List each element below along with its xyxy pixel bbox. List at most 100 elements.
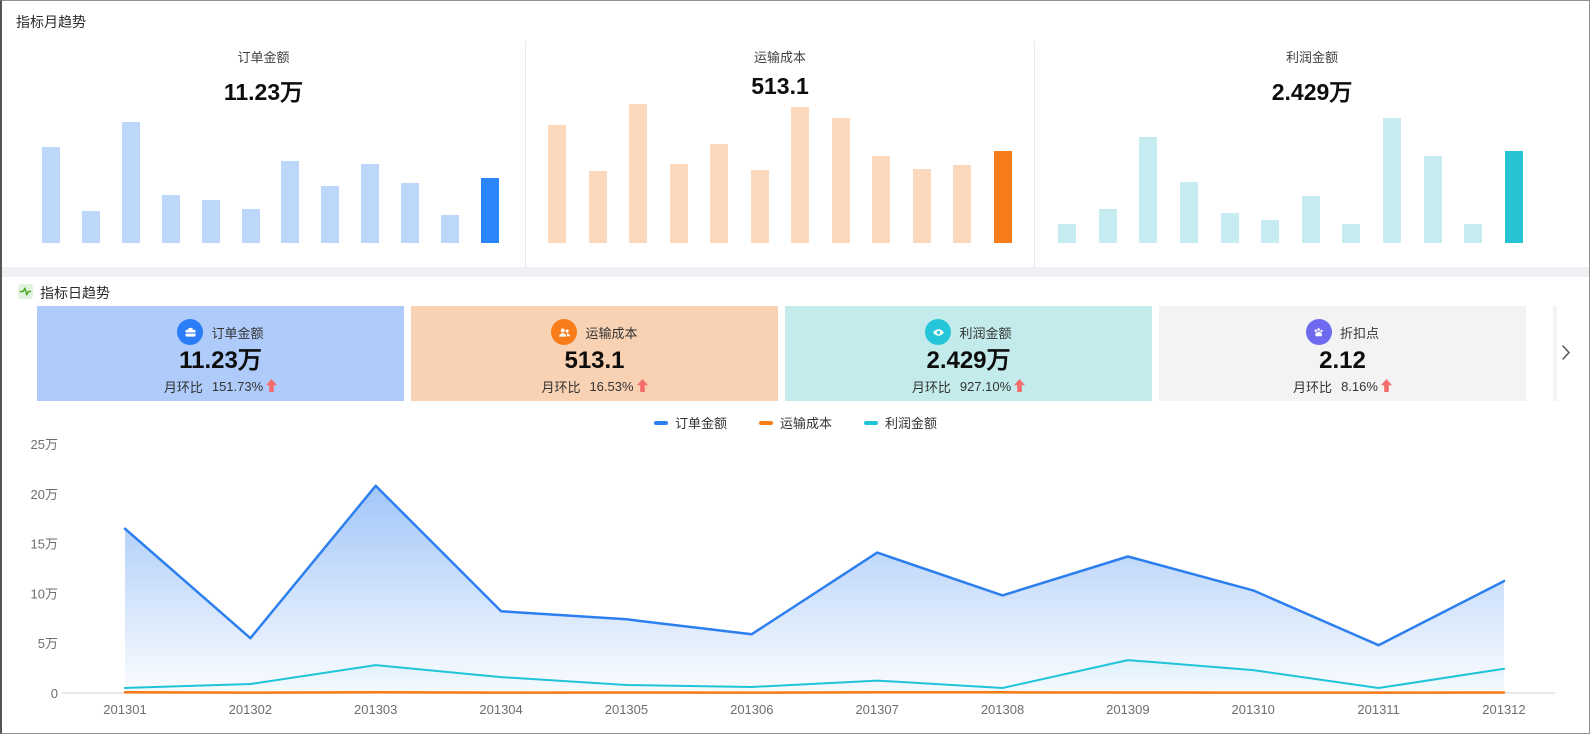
x-tick-label: 201308	[981, 702, 1024, 717]
x-tick-label: 201312	[1482, 702, 1525, 717]
paw-icon	[1305, 319, 1332, 345]
legend-label: 利润金额	[885, 416, 938, 431]
bar	[1342, 224, 1361, 243]
bar	[1098, 209, 1117, 243]
card-discount-point[interactable]: 折扣点 2.12 月环比 8.16%	[1159, 306, 1526, 401]
bar	[1220, 213, 1239, 243]
bar	[81, 211, 100, 243]
bar	[588, 171, 607, 243]
bar	[710, 144, 729, 243]
x-tick-label: 201302	[229, 702, 272, 717]
bar	[121, 122, 140, 243]
bar	[241, 209, 260, 243]
legend-marker	[864, 420, 878, 425]
wallet-icon	[177, 319, 204, 345]
mini-chart-title: 利润金额	[1285, 50, 1338, 65]
chart-legend: 订单金额 运输成本 利润金额	[2, 413, 1589, 432]
legend-marker	[653, 420, 668, 425]
bar	[1139, 137, 1158, 243]
card-mom-row: 月环比 927.10%	[785, 377, 1152, 396]
trend-up-arrow-icon	[1014, 378, 1026, 395]
monthly-bar-chart-order-amount	[42, 101, 499, 243]
bar	[993, 151, 1012, 243]
section-daily-title: 指标日趋势	[40, 285, 110, 301]
mini-chart-value: 513.1	[751, 73, 809, 99]
users-icon	[551, 319, 578, 345]
x-tick-label: 201310	[1232, 702, 1275, 717]
mini-chart-shipping-cost: 运输成本 513.1	[525, 41, 1034, 267]
mini-chart-title: 运输成本	[753, 50, 806, 65]
card-value: 2.429万	[926, 347, 1011, 374]
bar	[1423, 156, 1442, 243]
bar	[1058, 224, 1076, 243]
x-tick-label: 201304	[479, 702, 522, 717]
section-header-daily-trend: 指标日趋势	[18, 283, 110, 303]
card-label: 订单金额	[211, 325, 264, 341]
y-tick-label: 5万	[38, 636, 58, 651]
mom-value: 151.73%	[211, 379, 264, 394]
activity-icon	[18, 284, 33, 302]
y-tick-label: 10万	[31, 586, 58, 601]
x-tick-label: 201307	[855, 702, 898, 717]
bar	[441, 215, 460, 243]
x-tick-label: 201309	[1106, 702, 1149, 717]
legend-marker	[758, 420, 773, 425]
card-mom-row: 月环比 8.16%	[1159, 377, 1526, 396]
line-series-0	[123, 484, 1506, 647]
card-order-amount[interactable]: 订单金额 11.23万 月环比 151.73%	[37, 306, 404, 401]
mom-value: 927.10%	[959, 379, 1012, 394]
card-header: 运输成本	[411, 319, 778, 345]
y-tick-label: 20万	[31, 487, 58, 502]
legend-label: 订单金额	[674, 416, 727, 431]
card-shipping-cost[interactable]: 运输成本 513.1 月环比 16.53%	[411, 306, 778, 401]
trend-up-arrow-icon	[266, 378, 278, 395]
monthly-bar-chart-profit-amount	[1058, 101, 1523, 243]
mom-label: 月环比	[1293, 380, 1333, 395]
mom-label: 月环比	[541, 380, 581, 395]
card-mom-row: 月环比 16.53%	[411, 377, 778, 396]
mini-chart-profit-amount: 利润金额 2.429万	[1034, 41, 1589, 267]
bar	[361, 164, 380, 243]
bar	[872, 156, 891, 243]
trend-up-arrow-icon	[636, 378, 648, 395]
legend-item-profit-amount[interactable]: 利润金额	[864, 413, 937, 432]
card-label: 利润金额	[959, 325, 1012, 341]
bar	[1301, 196, 1320, 243]
y-tick-label: 25万	[31, 437, 58, 452]
bar	[912, 169, 931, 243]
bar	[401, 183, 420, 243]
mom-label: 月环比	[163, 380, 203, 395]
carousel-next-button[interactable]	[1557, 342, 1575, 366]
bar	[161, 195, 180, 243]
chevron-right-icon	[1561, 344, 1571, 364]
legend-item-order-amount[interactable]: 订单金额	[653, 413, 727, 432]
bar	[750, 170, 769, 243]
card-label: 运输成本	[585, 325, 638, 341]
metric-cards-row: 订单金额 11.23万 月环比 151.73% 运输成本	[37, 306, 1526, 401]
bar	[1261, 220, 1280, 243]
daily-trend-area-chart: 0 5万 10万 15万 20万 25万 201301 201302 201303 201304 2…	[31, 437, 1555, 717]
legend-label: 运输成本	[779, 416, 832, 431]
bar	[629, 104, 648, 243]
mini-chart-value: 2.429万	[1271, 79, 1353, 105]
area-fill-series-2	[125, 660, 1504, 693]
card-value: 2.12	[1319, 347, 1366, 374]
panel-monthly-trend: 指标月趋势 订单金额 11.23万 运输成本 513.1 利润金额 2.429万	[2, 1, 1589, 267]
bar	[1179, 182, 1198, 243]
x-tick-label: 201306	[730, 702, 773, 717]
card-label: 折扣点	[1339, 325, 1379, 341]
x-tick-label: 201303	[354, 702, 397, 717]
bar	[201, 200, 220, 243]
eye-icon	[925, 319, 952, 345]
card-mom-row: 月环比 151.73%	[37, 377, 404, 396]
y-tick-label: 0	[51, 686, 58, 701]
bar	[281, 161, 300, 243]
card-profit-amount[interactable]: 利润金额 2.429万 月环比 927.10%	[785, 306, 1152, 401]
panel-monthly-title: 指标月趋势	[16, 14, 86, 30]
bar	[1504, 151, 1523, 243]
bar	[791, 107, 810, 243]
bar	[1464, 224, 1483, 243]
y-tick-label: 15万	[31, 537, 58, 552]
x-tick-label: 201305	[605, 702, 648, 717]
legend-item-shipping-cost[interactable]: 运输成本	[758, 413, 832, 432]
